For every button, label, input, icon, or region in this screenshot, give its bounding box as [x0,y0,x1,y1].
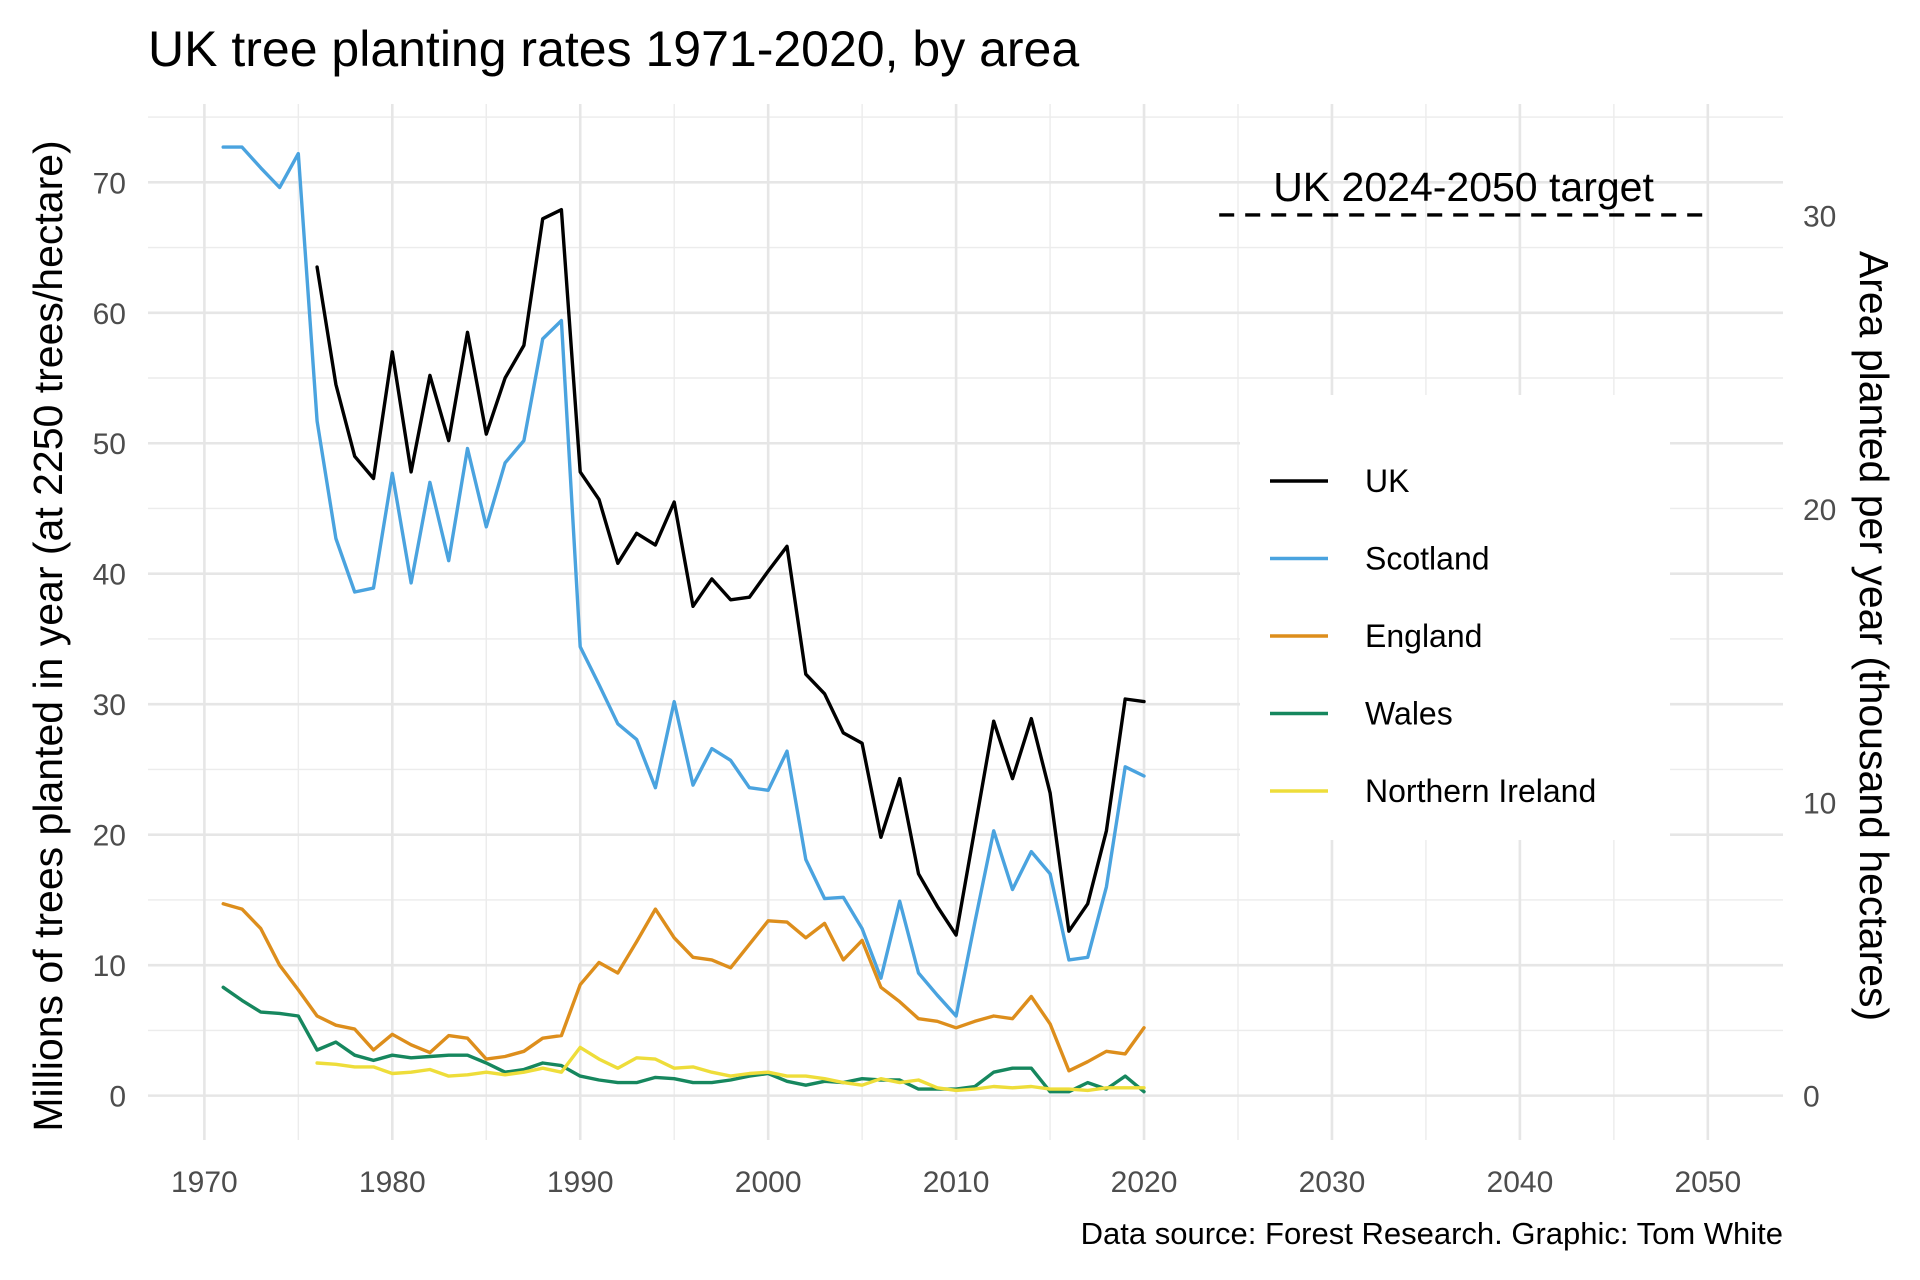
x-tick-label: 2030 [1299,1166,1366,1199]
y2-tick-label: 0 [1803,1081,1820,1114]
legend-label-northern-ireland: Northern Ireland [1365,773,1596,809]
y2-tick-label: 30 [1803,200,1836,233]
x-tick-label: 1990 [547,1166,614,1199]
chart-title: UK tree planting rates 1971-2020, by are… [148,21,1079,77]
x-tick-label: 2040 [1487,1166,1554,1199]
y-tick-label: 0 [109,1081,126,1114]
x-tick-label: 2050 [1674,1166,1741,1199]
series-line-scotland [221,145,1146,1018]
y-tick-label: 50 [93,428,126,461]
legend-label-wales: Wales [1365,696,1453,732]
y-axis-ticks: 0 10 20 30 40 50 60 70 [93,167,126,1113]
series-line-northern-ireland [315,1045,1146,1093]
caption: Data source: Forest Research. Graphic: T… [1081,1216,1783,1251]
y-tick-label: 10 [93,950,126,983]
y2-tick-label: 10 [1803,787,1836,820]
y-tick-label: 20 [93,820,126,853]
y2-axis-ticks: 0 10 20 30 [1803,200,1836,1113]
legend-background [1240,395,1670,840]
x-tick-label: 1980 [359,1166,426,1199]
x-tick-label: 1970 [171,1166,238,1199]
y-tick-label: 60 [93,298,126,331]
target-label: UK 2024-2050 target [1273,164,1654,210]
legend-label-scotland: Scotland [1365,541,1490,577]
series-group [221,145,1146,1094]
x-tick-label: 2000 [735,1166,802,1199]
x-tick-label: 2010 [923,1166,990,1199]
y-tick-label: 40 [93,559,126,592]
y2-tick-label: 20 [1803,494,1836,527]
series-line-england [221,902,1146,1073]
legend: UK Scotland England Wales Northern Ireland [1240,395,1670,840]
legend-label-uk: UK [1365,463,1409,499]
y-tick-label: 70 [93,167,126,200]
y-tick-label: 30 [93,689,126,722]
series-line-wales [221,985,1146,1094]
x-axis-ticks: 1970 1980 1990 2000 2010 2020 2030 2040 2050 [171,1166,1741,1199]
y-axis-title: Millions of trees planted in year (at 22… [25,140,71,1131]
series-line-uk [315,208,1146,937]
x-tick-label: 2020 [1111,1166,1178,1199]
legend-label-england: England [1365,618,1482,654]
y2-axis-title: Area planted per year (thousand hectares… [1851,251,1897,1021]
